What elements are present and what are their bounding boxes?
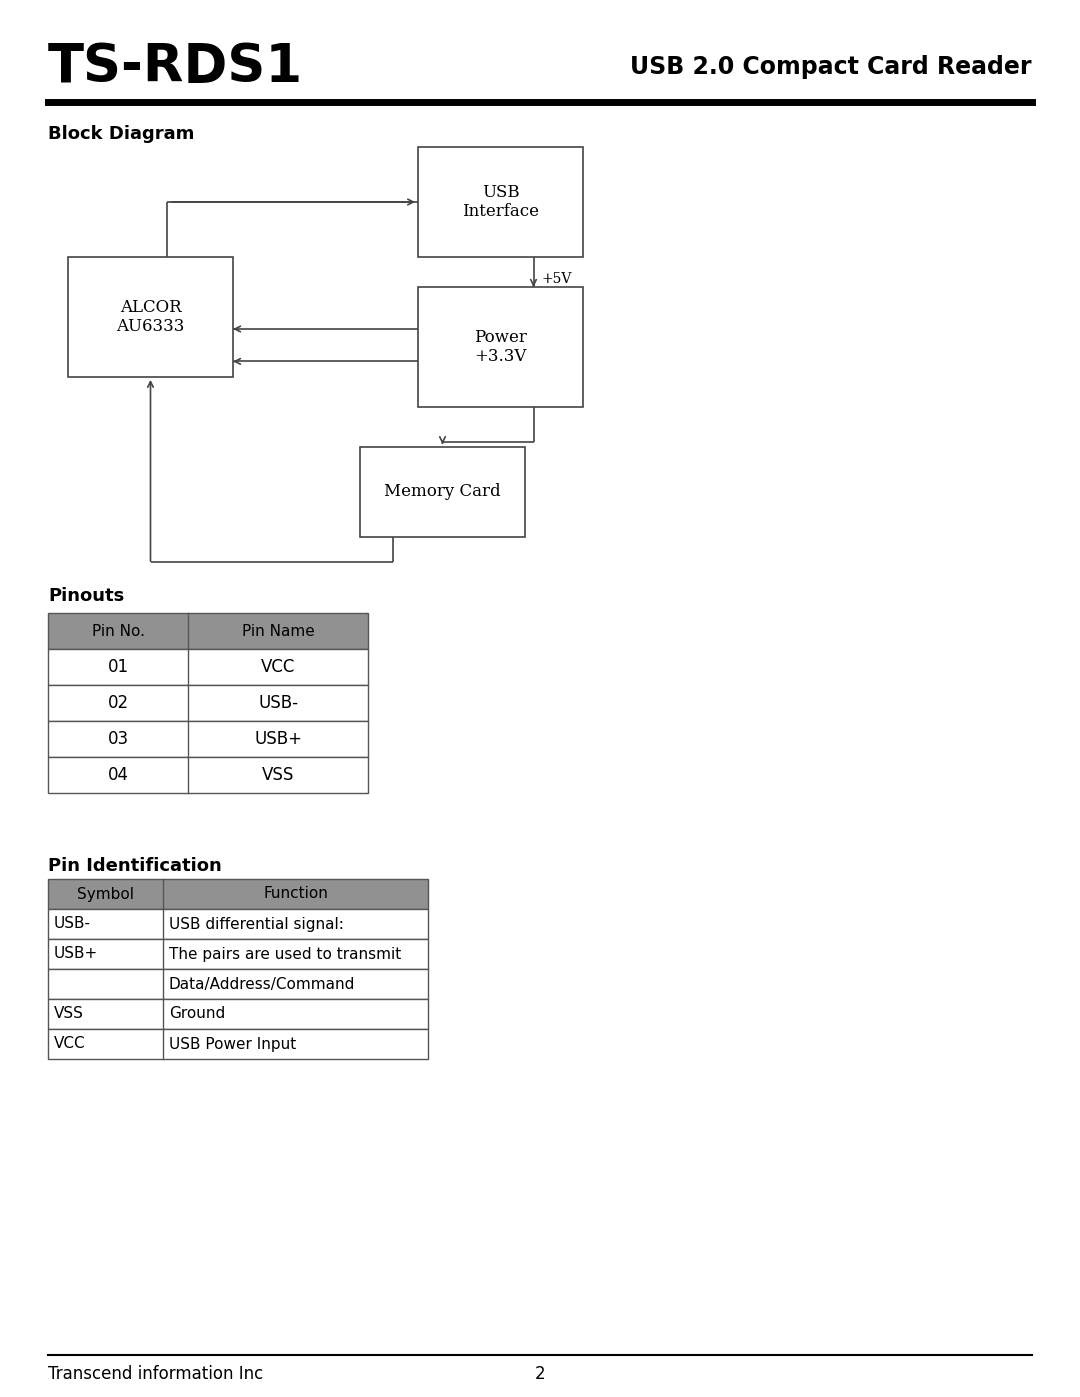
- Text: 2: 2: [535, 1365, 545, 1383]
- Text: Power
+3.3V: Power +3.3V: [474, 328, 527, 365]
- Text: The pairs are used to transmit: The pairs are used to transmit: [168, 947, 402, 961]
- Bar: [48, 879, 428, 909]
- Bar: [48, 999, 428, 1030]
- Text: Data/Address/Command: Data/Address/Command: [168, 977, 355, 992]
- Bar: [418, 147, 583, 257]
- Text: USB differential signal:: USB differential signal:: [168, 916, 343, 932]
- Text: Symbol: Symbol: [77, 887, 134, 901]
- Text: 04: 04: [108, 766, 129, 784]
- Text: Pin Identification: Pin Identification: [48, 856, 221, 875]
- Bar: [48, 685, 368, 721]
- Bar: [360, 447, 525, 536]
- Bar: [48, 1030, 428, 1059]
- Bar: [48, 939, 428, 970]
- Text: 03: 03: [107, 731, 129, 747]
- Text: Pin No.: Pin No.: [92, 623, 145, 638]
- Text: Function: Function: [264, 887, 328, 901]
- Text: VSS: VSS: [261, 766, 294, 784]
- Text: Memory Card: Memory Card: [384, 483, 501, 500]
- Bar: [68, 257, 233, 377]
- Bar: [48, 970, 428, 999]
- Text: USB 2.0 Compact Card Reader: USB 2.0 Compact Card Reader: [631, 54, 1032, 80]
- Text: 02: 02: [107, 694, 129, 712]
- Text: USB Power Input: USB Power Input: [168, 1037, 296, 1052]
- Text: Ground: Ground: [168, 1006, 226, 1021]
- Text: USB+: USB+: [254, 731, 302, 747]
- Text: USB-: USB-: [54, 916, 91, 932]
- Text: TS-RDS1: TS-RDS1: [48, 41, 303, 94]
- Text: Transcend information Inc: Transcend information Inc: [48, 1365, 264, 1383]
- Bar: [48, 721, 368, 757]
- Text: Pinouts: Pinouts: [48, 587, 124, 605]
- Bar: [48, 909, 428, 939]
- Bar: [48, 613, 368, 650]
- Text: 01: 01: [107, 658, 129, 676]
- Text: Block Diagram: Block Diagram: [48, 124, 194, 142]
- Text: VCC: VCC: [260, 658, 295, 676]
- Text: USB-: USB-: [258, 694, 298, 712]
- Text: VCC: VCC: [54, 1037, 85, 1052]
- Text: ALCOR
AU6333: ALCOR AU6333: [117, 299, 185, 335]
- Text: USB
Interface: USB Interface: [462, 183, 539, 221]
- Text: +5V: +5V: [541, 272, 572, 286]
- Text: Pin Name: Pin Name: [242, 623, 314, 638]
- Bar: [48, 757, 368, 793]
- Bar: [418, 286, 583, 407]
- Text: VSS: VSS: [54, 1006, 84, 1021]
- Text: USB+: USB+: [54, 947, 98, 961]
- Bar: [48, 650, 368, 685]
